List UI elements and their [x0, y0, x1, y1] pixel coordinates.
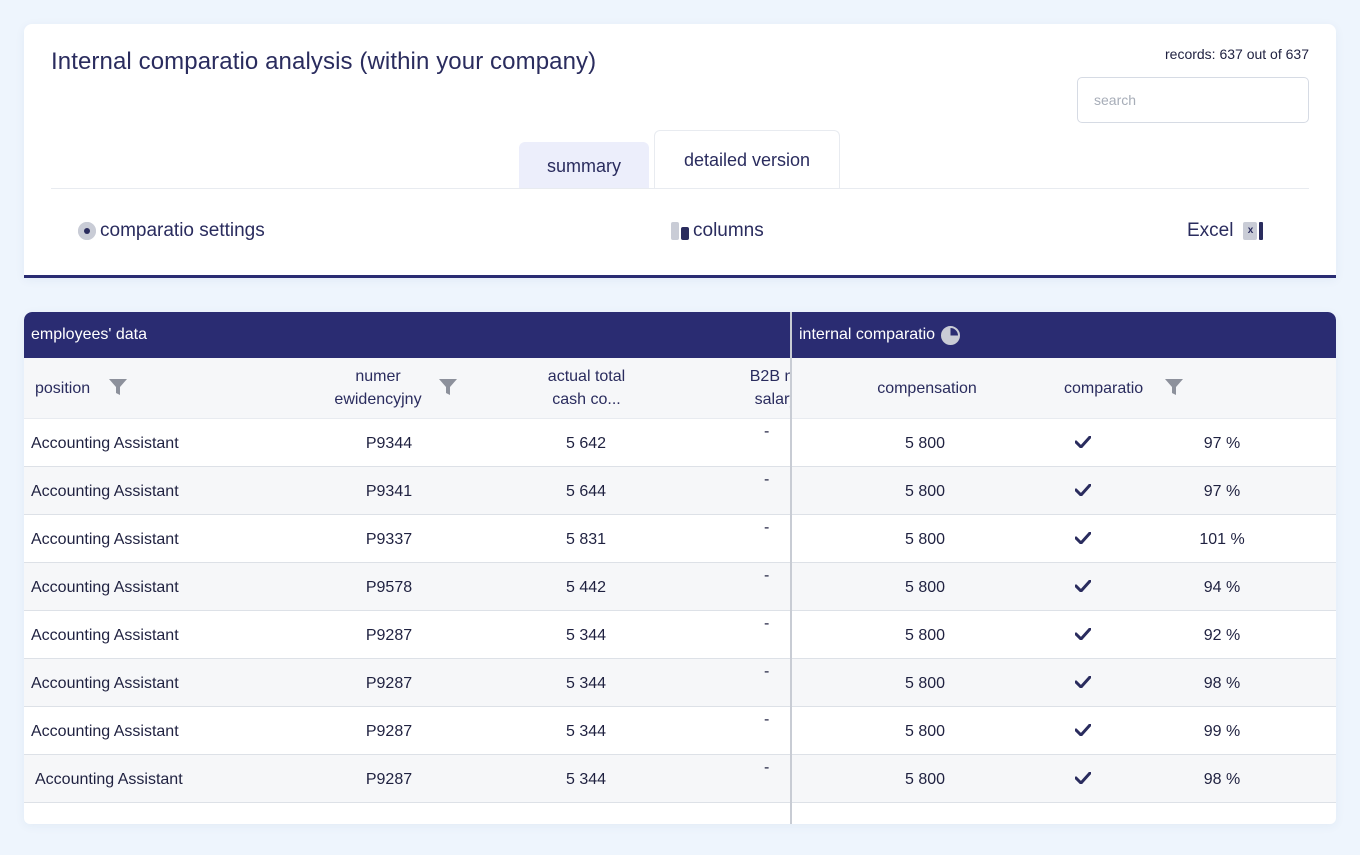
cell-compensation: 5 800	[904, 771, 946, 788]
column-header-b2b[interactable]: B2B ne salary	[749, 368, 803, 408]
table-row[interactable]: Accounting Assistant P9344 5 642 - 5 800 97 %	[24, 419, 1336, 467]
excel-label: Excel	[1187, 220, 1234, 241]
table-row[interactable]: Accounting Assistant P9287 5 344 - 5 800 98 %	[24, 755, 1336, 803]
cell-cash: 5 831	[565, 531, 607, 548]
cell-position: Accounting Assistant	[31, 483, 179, 500]
cell-b2b: -	[764, 567, 770, 584]
columns-label: columns	[693, 220, 764, 241]
table-row[interactable]: Accounting Assistant P9337 5 831 - 5 800 101 …	[24, 515, 1336, 563]
cell-position: Accounting Assistant	[31, 435, 179, 452]
checkmark-icon	[1073, 755, 1093, 803]
cell-comparatio-percent: 98 %	[1203, 771, 1241, 788]
cell-compensation: 5 800	[904, 435, 946, 452]
cell-cash: 5 344	[565, 675, 607, 692]
cell-b2b: -	[764, 711, 770, 728]
checkmark-icon	[1073, 611, 1093, 659]
tab-detailed-version[interactable]: detailed version	[654, 130, 840, 189]
cell-comparatio-percent: 94 %	[1203, 579, 1241, 596]
checkmark-icon	[1073, 563, 1093, 611]
cell-comparatio-percent: 92 %	[1203, 627, 1241, 644]
filter-icon[interactable]	[1164, 377, 1184, 397]
group-header-comparatio: internal comparatio	[792, 312, 1336, 358]
checkmark-icon	[1073, 467, 1093, 515]
cell-position: Accounting Assistant	[31, 723, 179, 740]
tabs-divider	[51, 188, 1309, 189]
cell-position: Accounting Assistant	[31, 627, 179, 644]
page-title: Internal comparatio analysis (within you…	[51, 48, 597, 75]
cell-numer: P9287	[365, 723, 413, 740]
cell-numer: P9344	[365, 435, 413, 452]
cell-comparatio-percent: 97 %	[1203, 483, 1241, 500]
records-count: records: 637 out of 637	[1165, 46, 1309, 62]
cell-compensation: 5 800	[904, 675, 946, 692]
cell-compensation: 5 800	[904, 627, 946, 644]
cell-numer: P9287	[365, 627, 413, 644]
cell-b2b: -	[764, 423, 770, 440]
cell-compensation: 5 800	[904, 579, 946, 596]
cell-b2b: -	[764, 663, 770, 680]
search-input[interactable]	[1077, 77, 1309, 123]
cell-comparatio-percent: 98 %	[1203, 675, 1241, 692]
cell-position: Accounting Assistant	[31, 579, 179, 596]
pie-chart-icon[interactable]	[941, 325, 961, 345]
column-header-comparatio[interactable]: comparatio	[1064, 380, 1144, 397]
gear-icon	[78, 222, 96, 240]
header-card: Internal comparatio analysis (within you…	[24, 24, 1336, 278]
table-row[interactable]: Accounting Assistant P9287 5 344 - 5 800 98 %	[24, 659, 1336, 707]
cell-b2b: -	[764, 615, 770, 632]
cell-numer: P9341	[365, 483, 413, 500]
cell-numer: P9337	[365, 531, 413, 548]
cell-cash: 5 642	[565, 435, 607, 452]
column-header-position[interactable]: position	[35, 380, 91, 397]
cell-numer: P9287	[365, 675, 413, 692]
cell-compensation: 5 800	[904, 723, 946, 740]
excel-export-button[interactable]: Excel x	[1187, 220, 1264, 242]
tab-summary[interactable]: summary	[519, 142, 649, 188]
cell-b2b: -	[764, 471, 770, 488]
column-header-cash[interactable]: actual total cash co...	[547, 368, 626, 408]
cell-numer: P9287	[365, 771, 413, 788]
table-row[interactable]: Accounting Assistant P9287 5 344 - 5 800 92 %	[24, 611, 1336, 659]
cell-cash: 5 442	[565, 579, 607, 596]
checkmark-icon	[1073, 707, 1093, 755]
cell-compensation: 5 800	[904, 531, 946, 548]
columns-button[interactable]: columns	[671, 220, 764, 242]
columns-icon	[671, 222, 689, 240]
column-header-row-left: position numer ewidencyjny actual total …	[24, 358, 802, 419]
cell-cash: 5 344	[565, 771, 607, 788]
group-header-employees-label: employees' data	[31, 326, 148, 343]
cell-comparatio-percent: 101 %	[1199, 531, 1245, 548]
cell-comparatio-percent: 99 %	[1203, 723, 1241, 740]
cell-numer: P9578	[365, 579, 413, 596]
cell-position: Accounting Assistant	[35, 771, 183, 788]
comparatio-settings-button[interactable]: comparatio settings	[78, 220, 265, 242]
comparatio-settings-label: comparatio settings	[100, 220, 265, 241]
cell-b2b: -	[764, 519, 770, 536]
comparatio-table: employees' data internal comparatio posi…	[24, 312, 1336, 824]
table-row[interactable]: Accounting Assistant P9578 5 442 - 5 800 94 %	[24, 563, 1336, 611]
frozen-column-divider[interactable]	[790, 312, 792, 824]
cell-cash: 5 644	[565, 483, 607, 500]
filter-icon[interactable]	[108, 377, 128, 397]
cell-position: Accounting Assistant	[31, 531, 179, 548]
cell-comparatio-percent: 97 %	[1203, 435, 1241, 452]
cell-compensation: 5 800	[904, 483, 946, 500]
checkmark-icon	[1073, 659, 1093, 707]
cell-cash: 5 344	[565, 723, 607, 740]
table-row[interactable]: Accounting Assistant P9341 5 644 - 5 800 97 %	[24, 467, 1336, 515]
cell-cash: 5 344	[565, 627, 607, 644]
cell-b2b: -	[764, 759, 770, 776]
column-header-numer[interactable]: numer ewidencyjny	[334, 368, 422, 408]
checkmark-icon	[1073, 515, 1093, 563]
table-row[interactable]: Accounting Assistant P9287 5 344 - 5 800 99 %	[24, 707, 1336, 755]
excel-icon-letter: x	[1243, 222, 1258, 240]
group-header-comparatio-label: internal comparatio	[799, 326, 936, 343]
column-header-compensation[interactable]: compensation	[877, 380, 977, 397]
filter-icon[interactable]	[438, 377, 458, 397]
excel-icon: x	[1243, 222, 1264, 240]
checkmark-icon	[1073, 419, 1093, 467]
cell-position: Accounting Assistant	[31, 675, 179, 692]
group-header-employees: employees' data	[24, 312, 790, 358]
column-header-row-right: compensation comparatio	[792, 358, 1336, 419]
